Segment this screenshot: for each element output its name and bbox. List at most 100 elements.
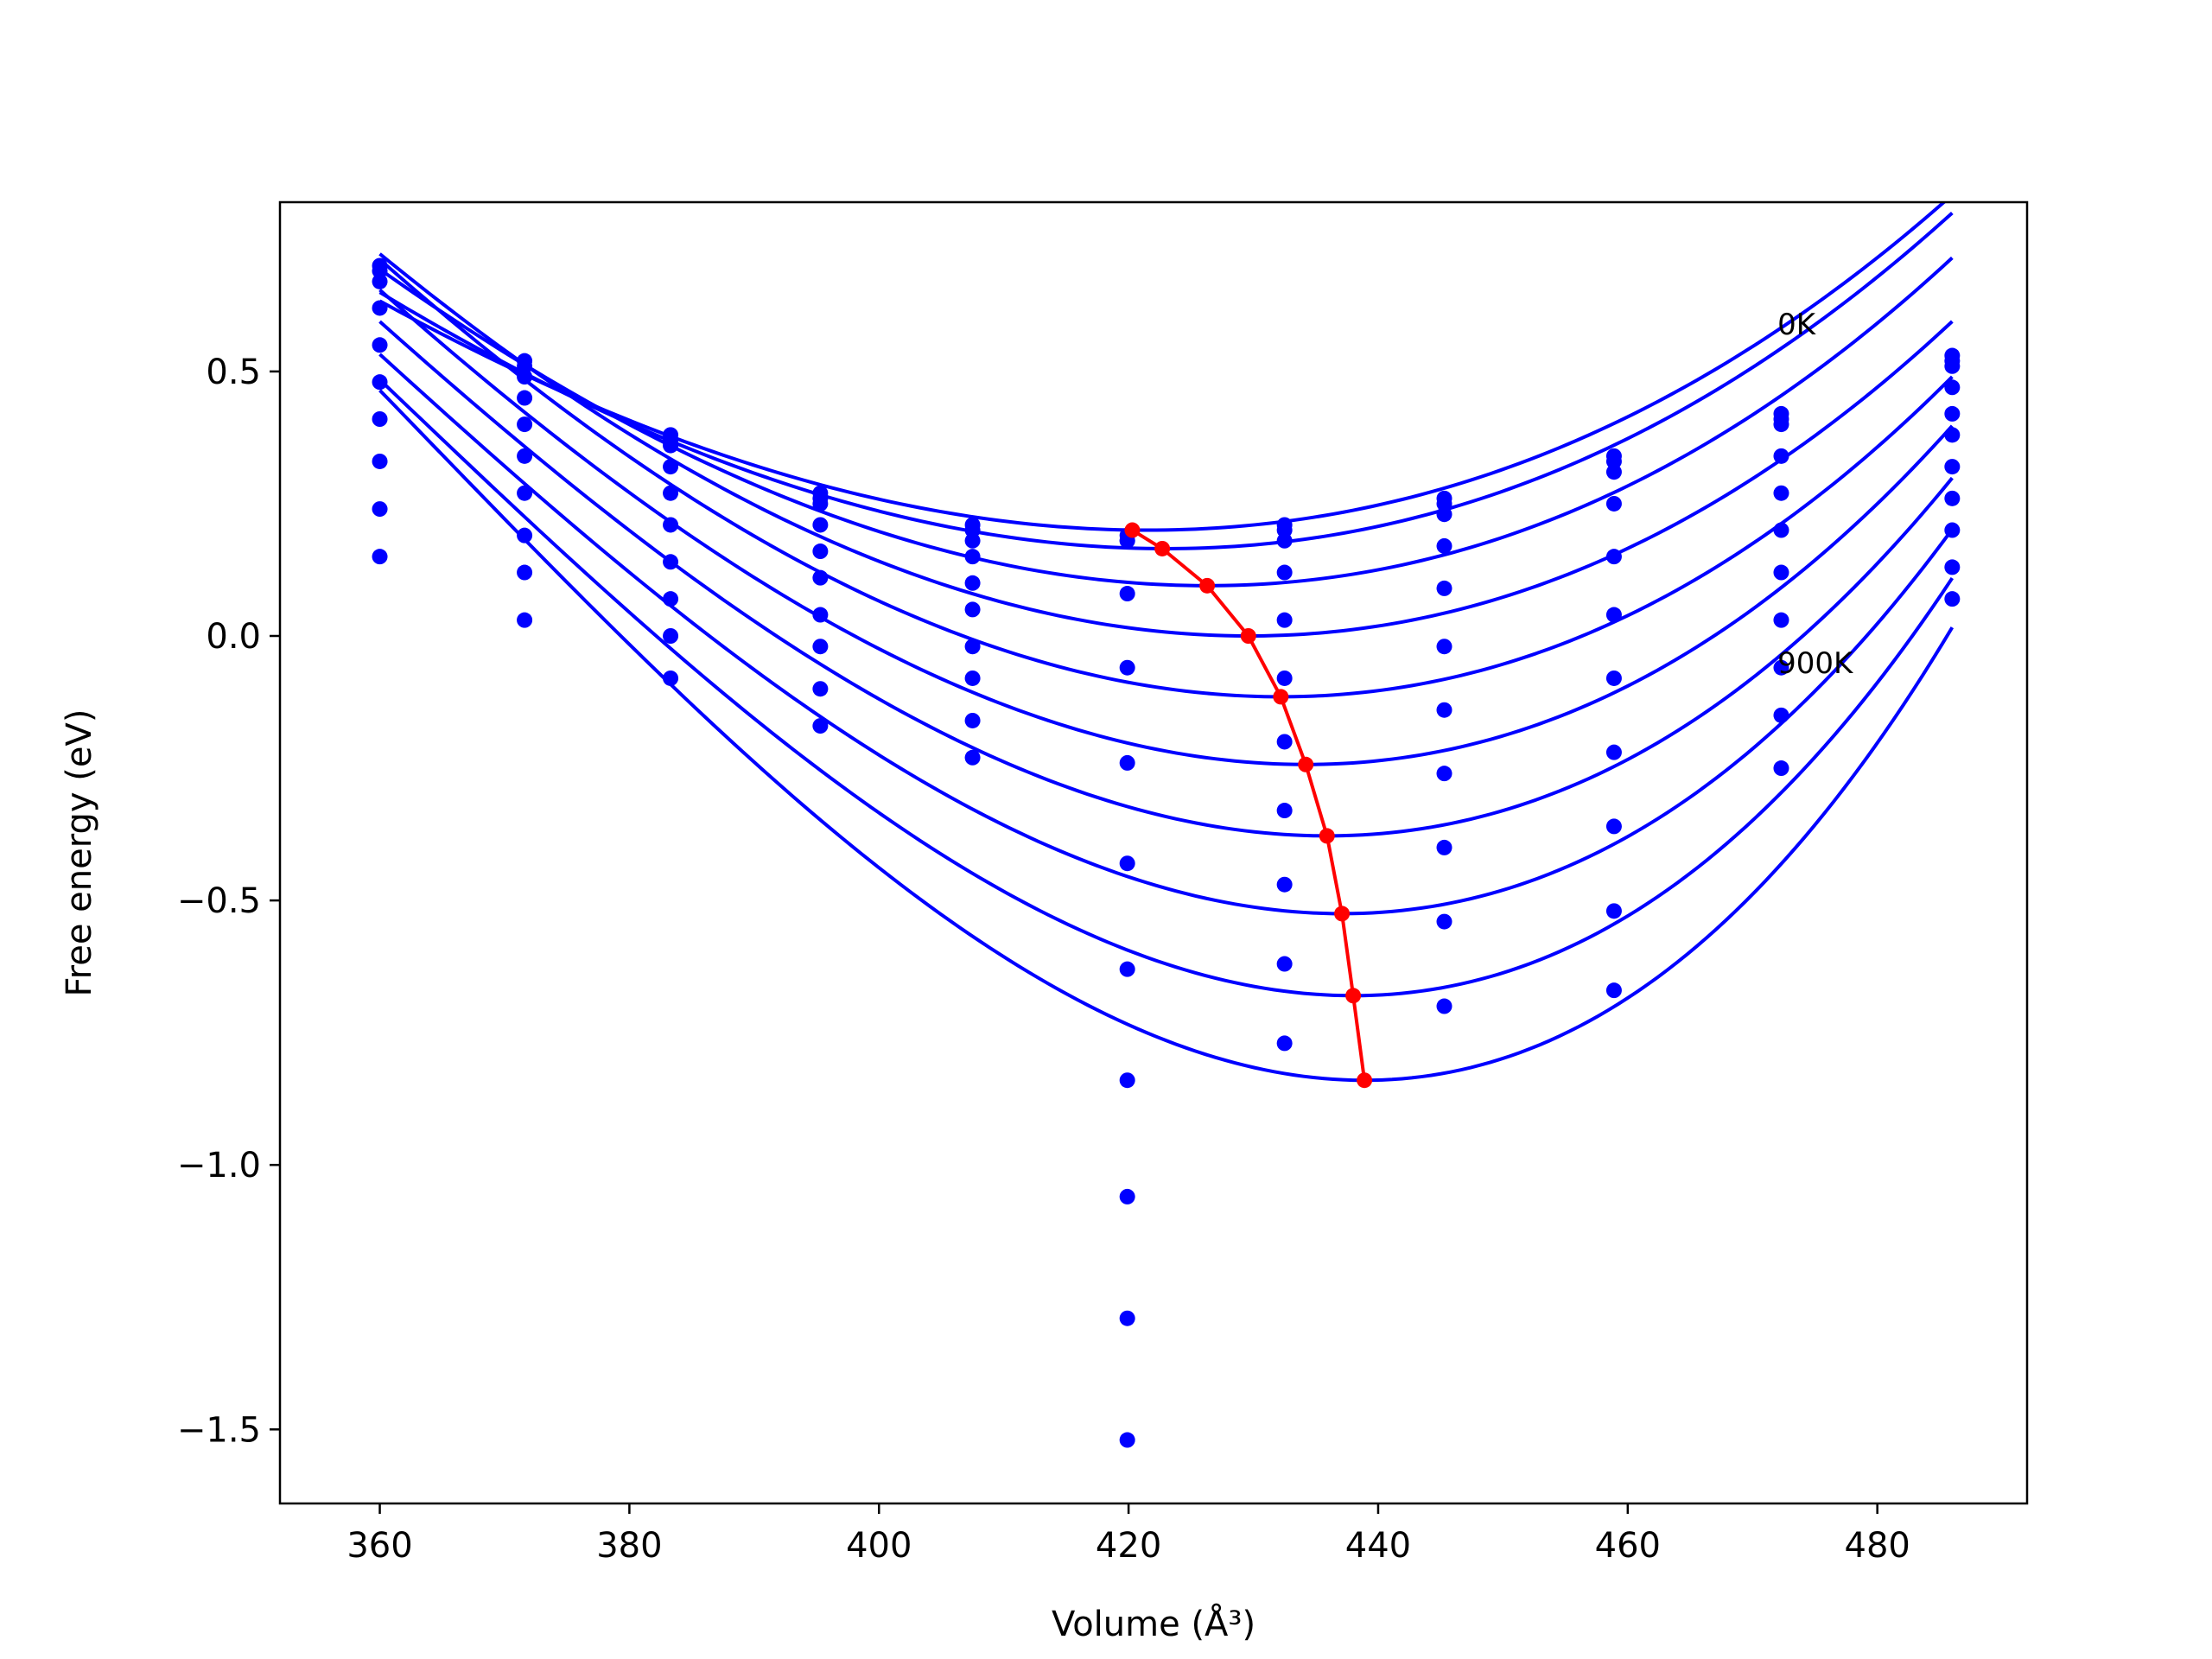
x-tick-label: 360: [346, 1526, 412, 1566]
fit-curve-6: [378, 288, 1954, 766]
x-tick-label: 440: [1345, 1526, 1411, 1566]
fit-curve-9: [378, 378, 1955, 998]
data-point: [372, 374, 388, 391]
tick-marks: [270, 370, 1878, 1514]
data-point: [372, 300, 388, 316]
temperature-annotations: 0K 900K: [1777, 308, 1854, 681]
data-point: [1436, 506, 1452, 523]
x-tick-label: 480: [1845, 1526, 1910, 1566]
y-axis-title: Free energy (eV): [60, 709, 99, 997]
y-tick-label: 0.5: [206, 353, 261, 392]
data-point: [1276, 803, 1293, 819]
data-point: [964, 575, 981, 591]
data-point: [1436, 998, 1452, 1014]
data-point: [964, 670, 981, 686]
data-point: [517, 612, 533, 628]
data-point: [372, 273, 388, 289]
y-tick-label: 0.0: [206, 617, 261, 657]
minimum-point: [1298, 756, 1314, 772]
data-point: [1773, 707, 1789, 723]
plot-frame: [278, 200, 2029, 1505]
data-point: [964, 549, 981, 565]
data-point: [1944, 490, 1961, 506]
data-point: [1605, 818, 1622, 835]
data-point: [517, 485, 533, 501]
data-point: [1944, 522, 1961, 538]
data-point: [1436, 913, 1452, 930]
temperature-label: 900K: [1777, 646, 1854, 681]
data-point: [1436, 839, 1452, 855]
data-point: [964, 712, 981, 728]
data-point: [964, 532, 981, 549]
data-point: [663, 670, 679, 686]
data-point: [1773, 612, 1789, 628]
fit-curve-10: [378, 389, 1955, 1083]
data-point: [1773, 416, 1789, 433]
data-point: [1119, 586, 1135, 602]
data-point: [1944, 591, 1961, 607]
x-tick-label: 400: [846, 1526, 912, 1566]
fit-curve-8: [378, 353, 1954, 916]
data-point: [1436, 537, 1452, 554]
data-point: [1944, 427, 1961, 443]
y-tick-label: −1.0: [177, 1146, 261, 1185]
data-point: [663, 517, 679, 533]
data-point: [1276, 1035, 1293, 1052]
data-point: [1119, 855, 1135, 872]
data-point: [1276, 734, 1293, 750]
data-point: [1436, 766, 1452, 782]
data-point: [1276, 670, 1293, 686]
data-point: [1605, 744, 1622, 760]
minimum-path-line: [1131, 528, 1367, 1081]
data-point: [1605, 670, 1622, 686]
data-point: [1944, 358, 1961, 374]
x-tick-label: 380: [596, 1526, 662, 1566]
y-tick-label: −0.5: [177, 881, 261, 921]
fit-curve-3: [378, 256, 1954, 588]
minimum-point: [1273, 689, 1289, 705]
data-point: [663, 437, 679, 454]
data-point: [372, 501, 388, 518]
temperature-label: 0K: [1777, 308, 1817, 342]
data-point: [517, 369, 533, 385]
data-point: [517, 390, 533, 406]
x-axis-title: Volume (Å³): [1052, 1603, 1255, 1644]
data-point: [1605, 464, 1622, 480]
data-point: [812, 639, 829, 655]
data-point: [1119, 1310, 1135, 1326]
data-point: [1773, 760, 1789, 777]
data-point: [372, 549, 388, 565]
fit-curve-5: [378, 257, 1954, 699]
data-point: [1605, 982, 1622, 999]
data-point: [1944, 405, 1961, 422]
data-point: [1773, 522, 1789, 538]
data-point: [1605, 495, 1622, 512]
data-point: [1119, 1432, 1135, 1448]
data-point: [372, 411, 388, 427]
tick-labels: 360 380 400 420 440 460 480 −1.5 −1.0 −0.5 0.0 0.5: [177, 353, 1910, 1566]
data-point: [663, 554, 679, 570]
data-point: [1276, 532, 1293, 549]
data-point: [1436, 580, 1452, 596]
data-point: [1605, 549, 1622, 565]
minimum-point: [1345, 988, 1362, 1004]
data-point: [1605, 903, 1622, 919]
data-point: [1119, 1188, 1135, 1205]
data-point: [1944, 379, 1961, 396]
data-point: [812, 681, 829, 697]
minimum-point: [1357, 1072, 1373, 1089]
data-point: [964, 601, 981, 618]
data-point: [1276, 876, 1293, 893]
fit-curve-4: [378, 252, 1954, 638]
data-point: [964, 639, 981, 655]
data-point: [1944, 459, 1961, 475]
data-point: [812, 718, 829, 734]
data-point: [812, 517, 829, 533]
fit-curve-7: [378, 320, 1954, 838]
data-point: [1276, 956, 1293, 972]
data-point: [663, 459, 679, 475]
data-point: [1773, 485, 1789, 501]
data-point: [1276, 612, 1293, 628]
data-point: [812, 607, 829, 623]
